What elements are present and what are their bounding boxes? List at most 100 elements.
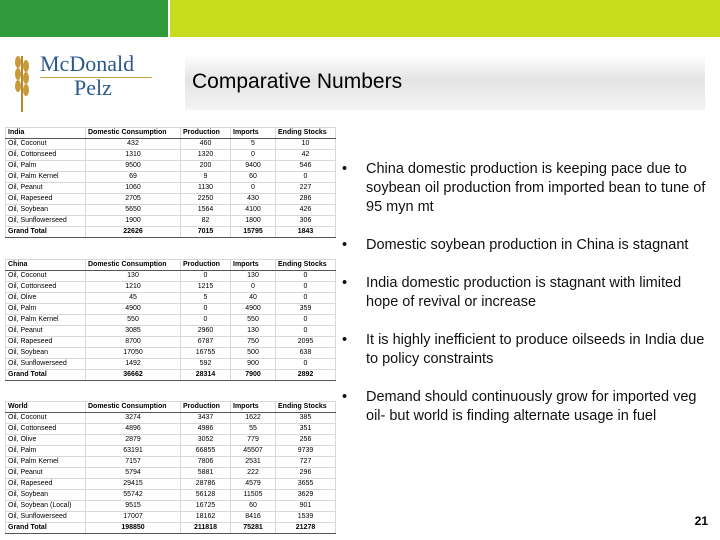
- column-header: Production: [180, 401, 231, 413]
- cell-value: 3085: [85, 325, 181, 337]
- row-label: Grand Total: [5, 226, 86, 238]
- row-label: Oil, Soybean: [5, 489, 86, 501]
- cell-value: 0: [275, 171, 336, 183]
- table-row: Oil, Rapeseed 29415 28786 4579 3655: [5, 478, 336, 490]
- header-row: World Domestic Consumption Production Impor…: [5, 401, 336, 413]
- cell-value: 1060: [85, 182, 181, 194]
- top-bar: [170, 0, 720, 37]
- cell-value: 55742: [85, 489, 181, 501]
- cell-value: 200: [180, 160, 231, 172]
- row-label: Oil, Palm Kernel: [5, 456, 86, 468]
- data-table: India Domestic Consumption Production Impor…: [5, 127, 336, 238]
- column-header: Production: [180, 259, 231, 271]
- row-label: Oil, Sunflowerseed: [5, 358, 86, 370]
- cell-value: 550: [230, 314, 276, 326]
- cell-value: 66855: [180, 445, 231, 457]
- column-header: China: [5, 259, 86, 271]
- column-header: Ending Stocks: [275, 127, 336, 139]
- data-table: World Domestic Consumption Production Impor…: [5, 401, 336, 534]
- table-row: Oil, Soybean 55742 56128 11505 3629: [5, 489, 336, 501]
- table-row: Oil, Olive 2879 3052 779 256: [5, 434, 336, 446]
- cell-value: 2531: [230, 456, 276, 468]
- cell-value: 359: [275, 303, 336, 315]
- cell-value: 1215: [180, 281, 231, 293]
- cell-value: 227: [275, 182, 336, 194]
- row-label: Grand Total: [5, 369, 86, 381]
- cell-value: 42: [275, 149, 336, 161]
- cell-value: 1843: [275, 226, 336, 238]
- header-row: China Domestic Consumption Production Impor…: [5, 259, 336, 271]
- column-header: Domestic Consumption: [85, 259, 181, 271]
- cell-value: 1310: [85, 149, 181, 161]
- cell-value: 2095: [275, 336, 336, 348]
- cell-value: 9500: [85, 160, 181, 172]
- cell-value: 222: [230, 467, 276, 479]
- row-label: Oil, Rapeseed: [5, 336, 86, 348]
- cell-value: 256: [275, 434, 336, 446]
- cell-value: 28786: [180, 478, 231, 490]
- table-row: Oil, Peanut 3085 2960 130 0: [5, 325, 336, 337]
- table-row: Oil, Soybean 5650 1564 4100 426: [5, 204, 336, 216]
- table-row: Grand Total 36662 28314 7900 2892: [5, 369, 336, 381]
- cell-value: 11505: [230, 489, 276, 501]
- cell-value: 22626: [85, 226, 181, 238]
- cell-value: 2250: [180, 193, 231, 205]
- cell-value: 5650: [85, 204, 181, 216]
- column-header: Imports: [230, 259, 276, 271]
- cell-value: 0: [230, 281, 276, 293]
- row-label: Oil, Soybean: [5, 347, 86, 359]
- row-label: Oil, Peanut: [5, 182, 86, 194]
- row-label: Oil, Peanut: [5, 467, 86, 479]
- table-row: Oil, Palm 9500 200 9400 546: [5, 160, 336, 172]
- cell-value: 56128: [180, 489, 231, 501]
- cell-value: 2879: [85, 434, 181, 446]
- data-table: China Domestic Consumption Production Impor…: [5, 259, 336, 381]
- cell-value: 1564: [180, 204, 231, 216]
- cell-value: 21278: [275, 522, 336, 534]
- cell-value: 82: [180, 215, 231, 227]
- page-number: 21: [694, 514, 708, 528]
- table-row: Oil, Rapeseed 2705 2250 430 286: [5, 193, 336, 205]
- cell-value: 1210: [85, 281, 181, 293]
- cell-value: 0: [275, 270, 336, 282]
- cell-value: 1492: [85, 358, 181, 370]
- cell-value: 60: [230, 500, 276, 512]
- cell-value: 0: [275, 325, 336, 337]
- cell-value: 1622: [230, 412, 276, 424]
- row-label: Oil, Rapeseed: [5, 193, 86, 205]
- cell-value: 15795: [230, 226, 276, 238]
- row-label: Oil, Palm: [5, 445, 86, 457]
- cell-value: 426: [275, 204, 336, 216]
- cell-value: 5: [230, 138, 276, 150]
- bullet: China domestic production is keeping pac…: [340, 160, 710, 217]
- cell-value: 7806: [180, 456, 231, 468]
- cell-value: 351: [275, 423, 336, 435]
- cell-value: 0: [180, 314, 231, 326]
- cell-value: 3274: [85, 412, 181, 424]
- cell-value: 198850: [85, 522, 181, 534]
- top-bar: [0, 0, 168, 37]
- table-row: Oil, Palm Kernel 550 0 550 0: [5, 314, 336, 326]
- cell-value: 1130: [180, 182, 231, 194]
- column-header: Production: [180, 127, 231, 139]
- cell-value: 286: [275, 193, 336, 205]
- row-label: Oil, Coconut: [5, 138, 86, 150]
- bullet: It is highly inefficient to produce oils…: [340, 331, 710, 369]
- cell-value: 28314: [180, 369, 231, 381]
- cell-value: 0: [275, 292, 336, 304]
- cell-value: 296: [275, 467, 336, 479]
- row-label: Oil, Rapeseed: [5, 478, 86, 490]
- row-label: Oil, Palm: [5, 160, 86, 172]
- logo: McDonald Pelz: [40, 52, 152, 100]
- cell-value: 17007: [85, 511, 181, 523]
- cell-value: 5794: [85, 467, 181, 479]
- column-header: Ending Stocks: [275, 259, 336, 271]
- row-label: Oil, Soybean: [5, 204, 86, 216]
- cell-value: 0: [275, 281, 336, 293]
- table-row: Oil, Coconut 432 460 5 10: [5, 138, 336, 150]
- table-row: Oil, Cottonseed 4896 4986 55 351: [5, 423, 336, 435]
- cell-value: 7015: [180, 226, 231, 238]
- cell-value: 0: [180, 303, 231, 315]
- cell-value: 16725: [180, 500, 231, 512]
- table-row: Oil, Palm 63191 66855 45507 9739: [5, 445, 336, 457]
